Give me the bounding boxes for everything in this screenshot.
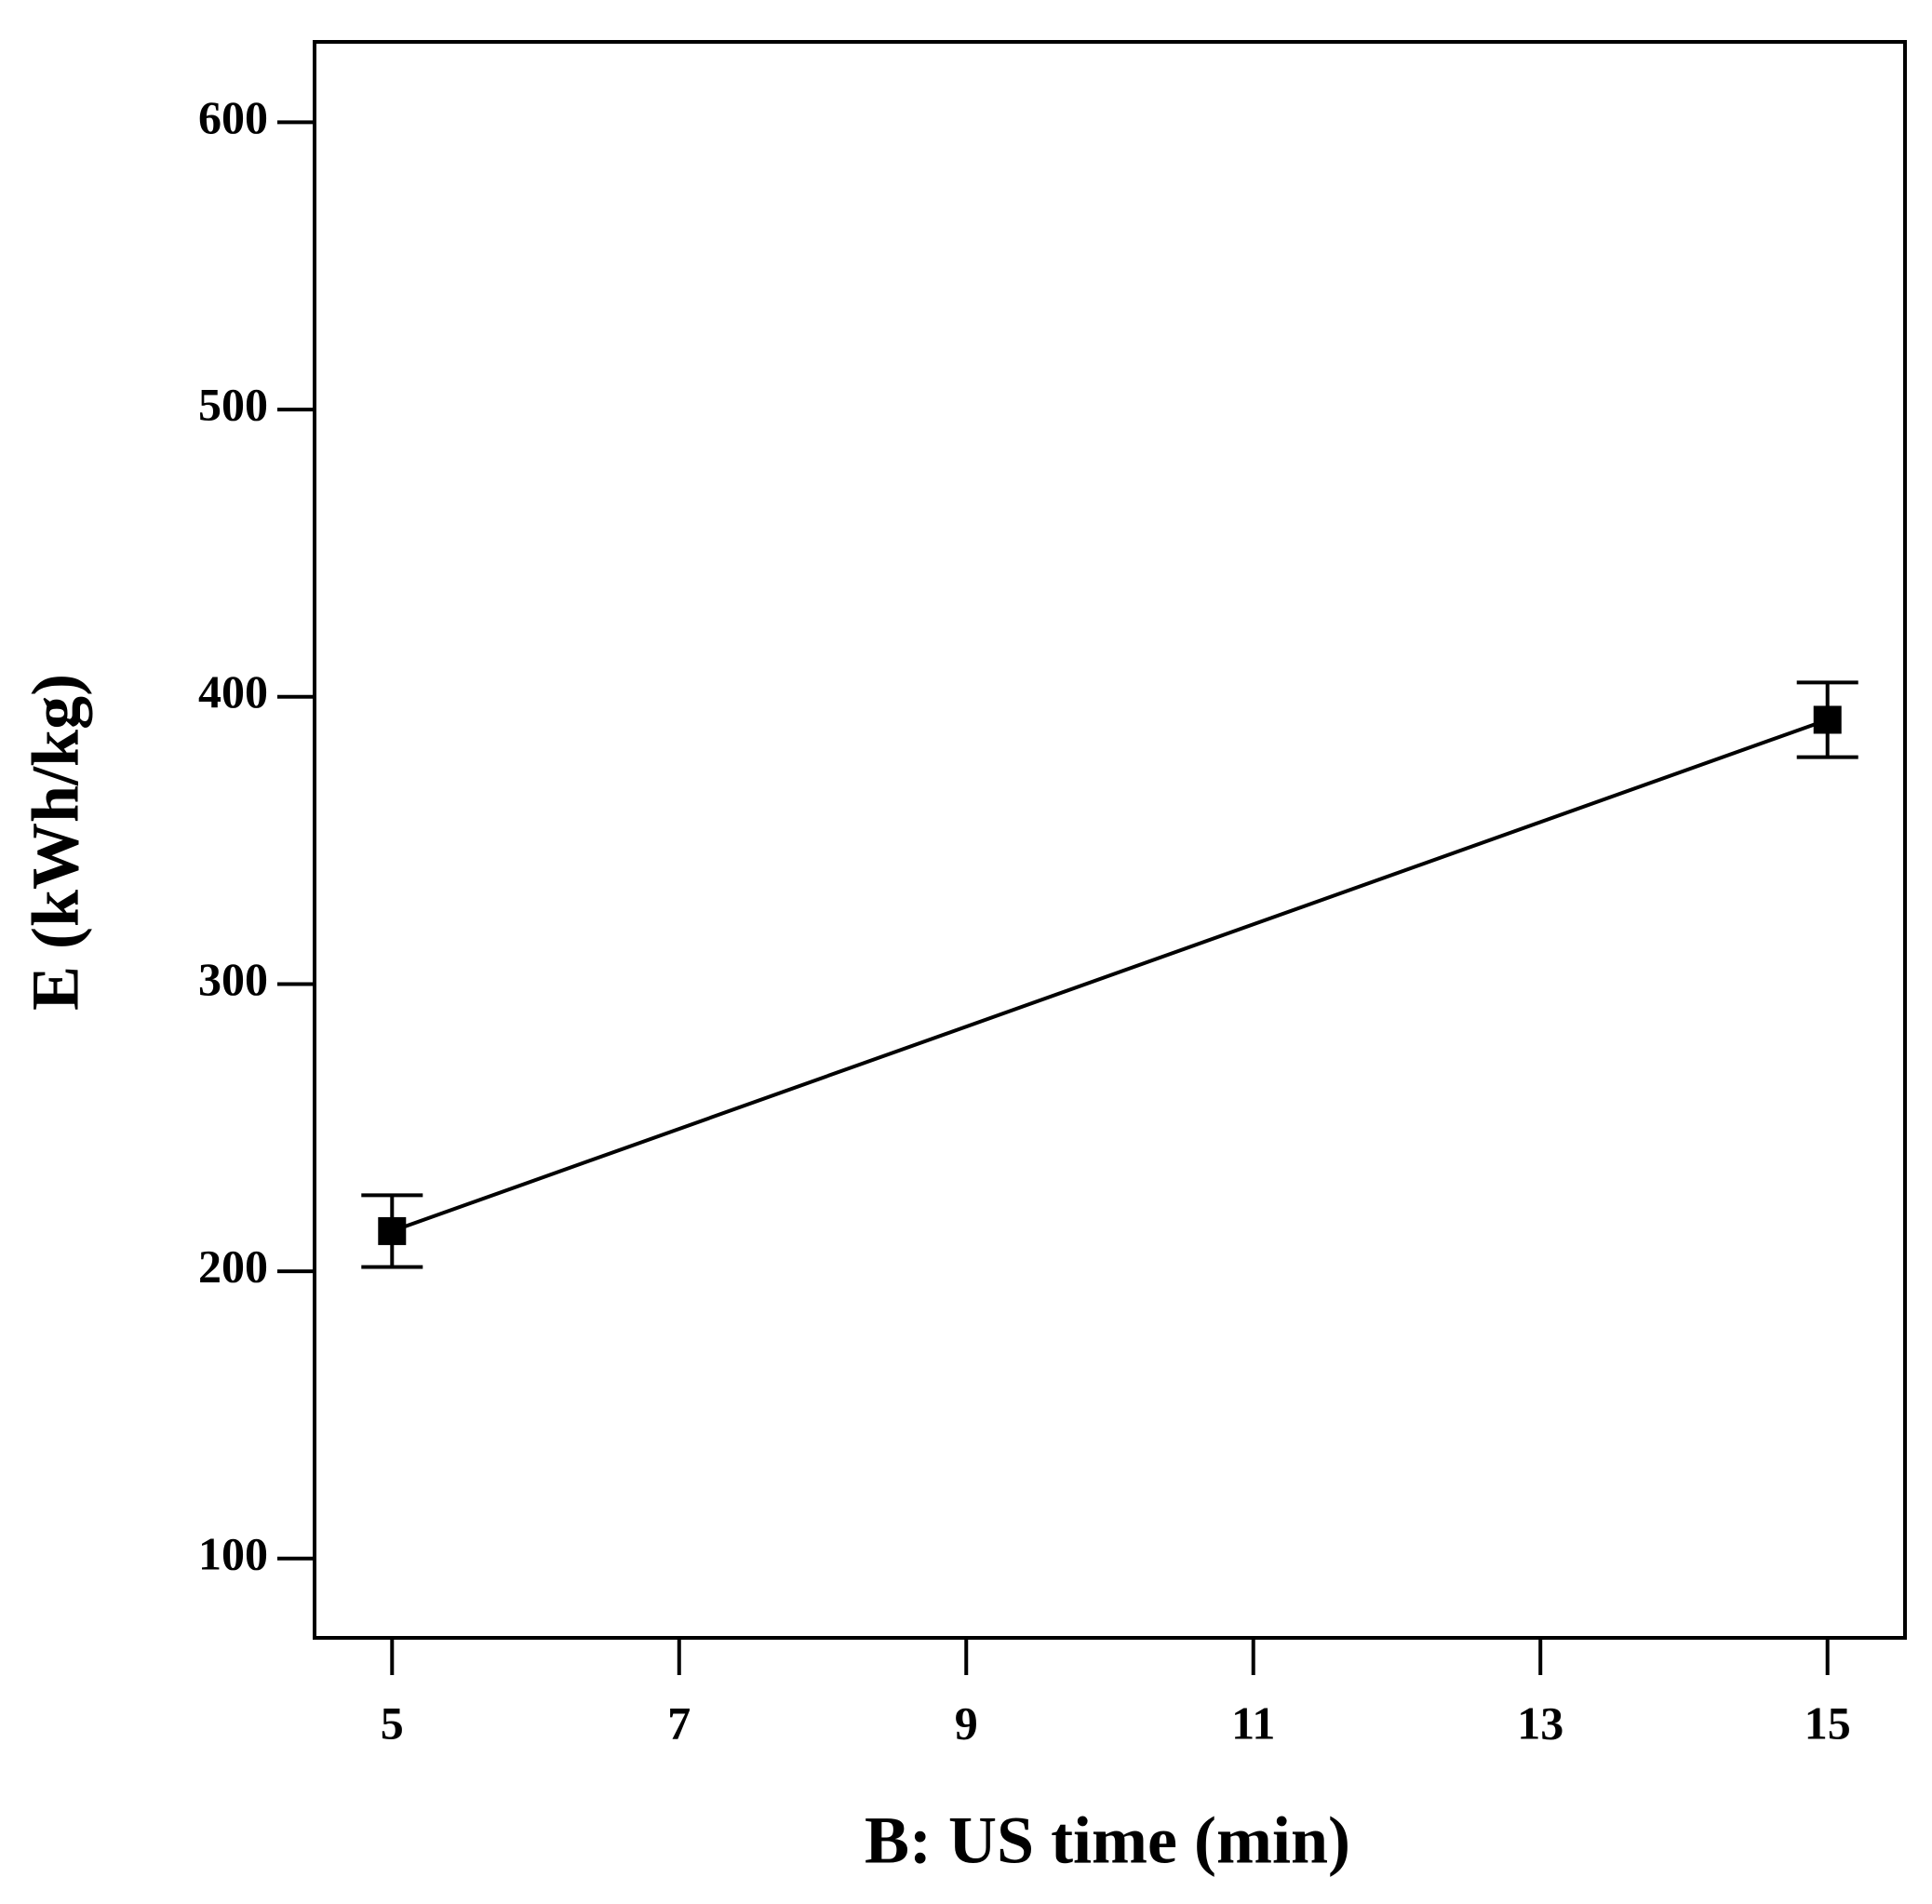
data-point — [1813, 705, 1842, 734]
data-line — [391, 717, 1829, 1233]
y-axis-label: E (kWh/kg) — [19, 674, 93, 1011]
y-tick-label: 400 — [198, 665, 268, 717]
y-tick-label: 500 — [198, 379, 268, 431]
data-point — [378, 1216, 407, 1245]
x-axis-label: B: US time (min) — [865, 1803, 1350, 1878]
x-tick-label: 11 — [1231, 1696, 1275, 1749]
y-tick-label: 300 — [198, 953, 268, 1005]
x-tick-label: 7 — [667, 1696, 691, 1749]
y-tick-label: 600 — [198, 91, 268, 143]
x-tick-label: 13 — [1517, 1696, 1563, 1749]
x-tick-label: 5 — [381, 1696, 404, 1749]
y-tick-label: 200 — [198, 1240, 268, 1293]
x-tick-label: 9 — [955, 1696, 978, 1749]
x-tick-label: 15 — [1805, 1696, 1851, 1749]
y-tick-label: 100 — [198, 1527, 268, 1579]
plot-frame — [313, 40, 1907, 1640]
